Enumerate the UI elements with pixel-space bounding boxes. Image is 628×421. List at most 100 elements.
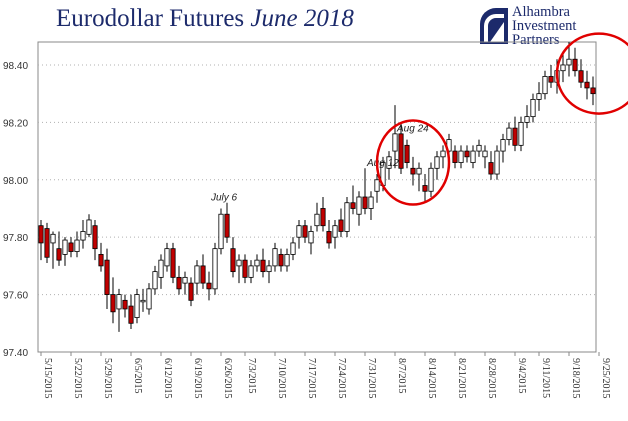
- logo-line-1: Alhambra: [512, 4, 570, 20]
- x-tick-label: 7/31/2015: [366, 358, 377, 399]
- candle-down: [110, 294, 116, 313]
- x-tick-label: 5/22/2015: [72, 358, 83, 399]
- x-tick-label: 5/15/2015: [42, 358, 53, 399]
- logo-text: Alhambra Investment Partners: [512, 4, 577, 48]
- candle-down: [452, 150, 458, 163]
- candle-down: [44, 228, 50, 258]
- candle-down: [68, 242, 74, 252]
- candle-up: [212, 248, 218, 290]
- candle-up: [434, 156, 440, 169]
- candle-down: [92, 225, 98, 250]
- candle-down: [488, 162, 494, 175]
- candle-down: [200, 265, 206, 284]
- candle-up: [458, 150, 464, 163]
- x-tick-label: 6/26/2015: [222, 358, 233, 399]
- candle-up: [152, 271, 158, 290]
- candle-up: [62, 239, 68, 255]
- x-tick-label: 6/5/2015: [132, 358, 143, 394]
- candle-up: [530, 99, 536, 118]
- candle-down: [122, 299, 128, 310]
- x-tick-label: 9/25/2015: [600, 358, 611, 399]
- candle-down: [572, 58, 578, 72]
- candle-down: [206, 282, 212, 290]
- candle-up: [500, 139, 506, 152]
- candle-up: [308, 231, 314, 244]
- candle-down: [410, 167, 416, 175]
- x-tick-label: 5/29/2015: [102, 358, 113, 399]
- candle-up: [566, 58, 572, 66]
- candle-up: [116, 294, 122, 310]
- candle-up: [272, 248, 278, 267]
- candle-up: [332, 225, 338, 238]
- candle-up: [476, 144, 482, 152]
- candle-down: [128, 305, 134, 324]
- candle-down: [422, 185, 428, 192]
- y-tick-label: 97.80: [3, 233, 28, 244]
- x-tick-label: 7/10/2015: [276, 358, 287, 399]
- candle-up: [428, 167, 434, 192]
- y-tick-label: 97.60: [3, 291, 28, 302]
- candle-up: [368, 196, 374, 209]
- candle-up: [218, 213, 224, 250]
- candle-up: [284, 254, 290, 267]
- candle-down: [338, 219, 344, 232]
- candle-up: [314, 213, 320, 227]
- candle-up: [344, 202, 350, 232]
- candle-down: [578, 70, 584, 83]
- x-tick-label: 6/12/2015: [162, 358, 173, 399]
- candle-up: [158, 259, 164, 278]
- annotation-label: July 6: [210, 192, 238, 203]
- candle-up: [560, 64, 566, 72]
- candle-down: [590, 87, 596, 95]
- candle-up: [392, 133, 398, 152]
- candle-down: [584, 81, 590, 89]
- chart-title-main: Eurodollar Futures: [56, 5, 245, 32]
- annotation-label: Aug 12: [366, 158, 399, 169]
- candle-down: [398, 133, 404, 169]
- candle-down: [176, 276, 182, 290]
- logo-line-2: Investment: [512, 18, 577, 34]
- candle-up: [506, 127, 512, 140]
- candle-up: [50, 233, 56, 244]
- logo-line-3: Partners: [512, 32, 560, 48]
- candle-up: [86, 219, 92, 235]
- candle-up: [194, 265, 200, 284]
- candle-up: [266, 265, 272, 273]
- candle-down: [278, 254, 284, 267]
- y-tick-label: 98.00: [3, 176, 28, 187]
- alhambra-logo: Alhambra Investment Partners: [476, 2, 626, 48]
- candle-down: [56, 248, 62, 261]
- candle-up: [134, 294, 140, 318]
- candle-down: [320, 208, 326, 227]
- x-tick-label: 7/17/2015: [306, 358, 317, 399]
- candle-up: [80, 231, 86, 241]
- candle-down: [548, 76, 554, 83]
- candle-down: [512, 127, 518, 146]
- x-tick-label: 8/21/2015: [456, 358, 467, 399]
- candle-down: [98, 254, 104, 267]
- chart-title-contract: June 2018: [250, 5, 354, 32]
- candle-up: [164, 248, 170, 267]
- candle-down: [362, 196, 368, 209]
- x-tick-label: 7/24/2015: [336, 358, 347, 399]
- candle-down: [38, 225, 44, 244]
- candle-up: [416, 167, 422, 175]
- candle-up: [290, 242, 296, 255]
- candle-down: [104, 259, 110, 295]
- candle-up: [296, 225, 302, 238]
- candle-up: [494, 150, 500, 175]
- candle-up: [482, 150, 488, 158]
- x-tick-label: 9/11/2015: [540, 358, 551, 398]
- candle-down: [224, 213, 230, 238]
- x-tick-label: 9/4/2015: [516, 358, 527, 394]
- candle-up: [374, 179, 380, 192]
- candle-up: [74, 239, 80, 252]
- candle-up: [518, 121, 524, 146]
- candle-down: [350, 202, 356, 209]
- candle-up: [248, 265, 254, 278]
- candle-up: [182, 276, 188, 284]
- y-tick-label: 98.40: [3, 61, 28, 72]
- candle-down: [188, 282, 194, 301]
